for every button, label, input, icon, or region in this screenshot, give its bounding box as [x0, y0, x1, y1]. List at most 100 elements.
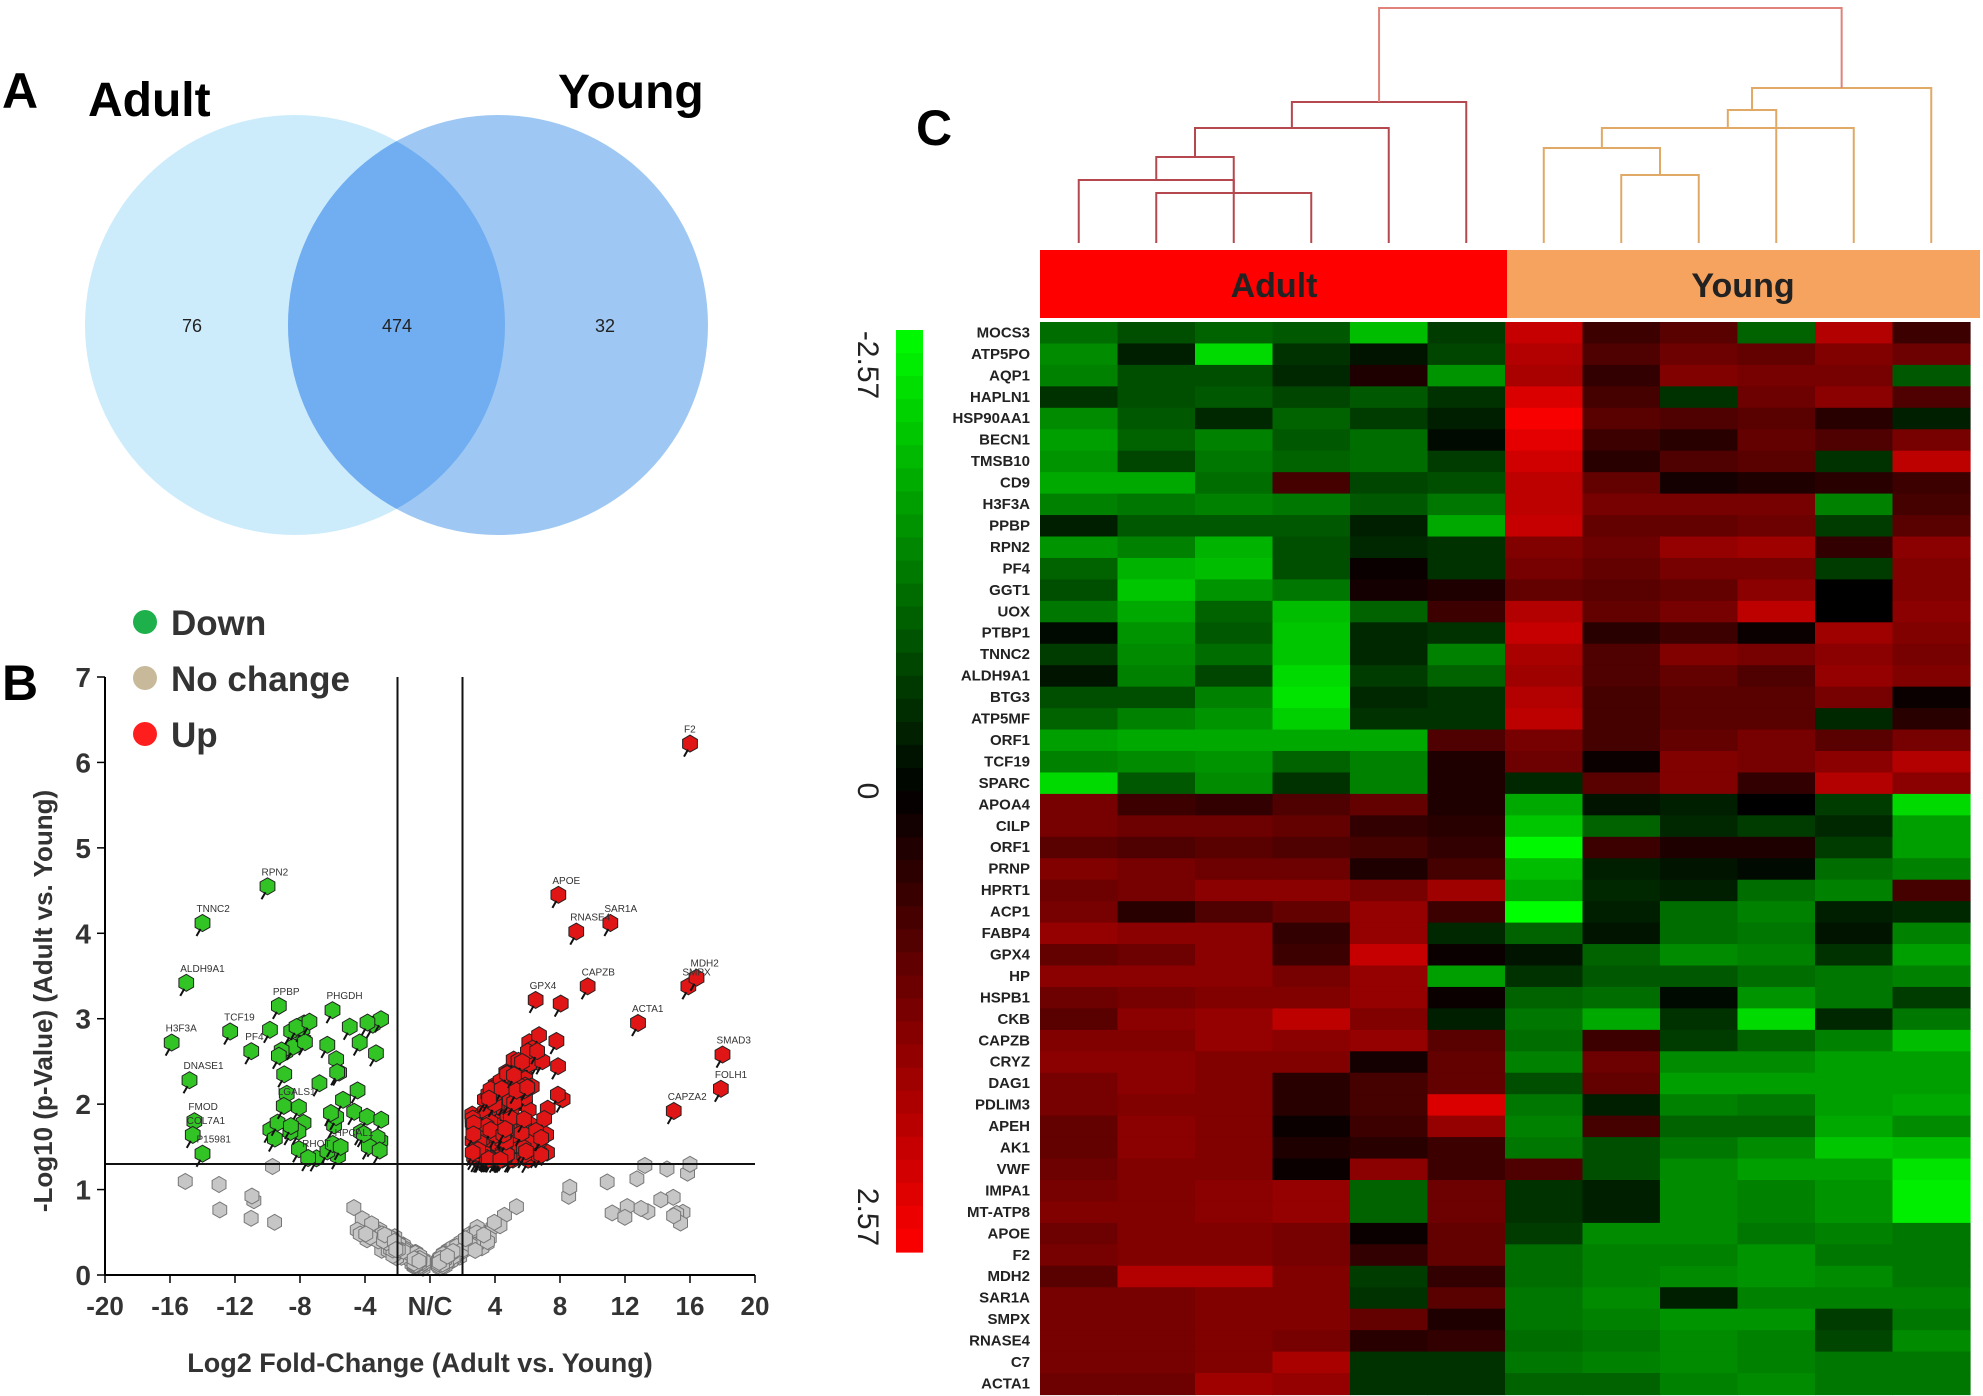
dendrogram-link: [1194, 127, 1390, 243]
heatmap-cell: [1660, 1373, 1739, 1396]
heatmap-cell: [1350, 557, 1429, 580]
colorbar-segment: [896, 629, 923, 654]
point-up: [579, 977, 596, 996]
heatmap-cell: [1427, 708, 1506, 731]
heatmap-cell: [1350, 1265, 1429, 1288]
heatmap-cell: [1737, 536, 1816, 559]
point-stem: [330, 1077, 336, 1086]
heatmap-cell: [1350, 1330, 1429, 1353]
heatmap-cell: [1040, 1222, 1119, 1245]
point-nochange: [177, 1172, 193, 1190]
heatmap-cell: [1195, 1029, 1274, 1052]
heatmap-cell: [1815, 793, 1894, 816]
heatmap-cell: [1582, 1351, 1661, 1374]
column-dendrogram: [1077, 7, 1933, 243]
heatmap-cell: [1737, 1373, 1816, 1396]
heatmap-cell: [1427, 793, 1506, 816]
heatmap-cell: [1582, 343, 1661, 366]
heatmap-cell: [1737, 343, 1816, 366]
y-tick-label: 2: [75, 1089, 91, 1120]
point-up: [568, 922, 585, 941]
heatmap-cell: [1660, 1158, 1739, 1181]
heatmap-cell: [1815, 879, 1894, 902]
point-down: [373, 1110, 390, 1129]
row-label: IMPA1: [985, 1182, 1030, 1199]
heatmap-cell: [1427, 858, 1506, 881]
colorbar-tick-label: 0: [851, 783, 884, 800]
heatmap-cell: [1582, 1287, 1661, 1310]
row-label: ACTA1: [981, 1376, 1030, 1393]
heatmap-cell: [1505, 1244, 1584, 1267]
heatmap-cell: [1040, 450, 1119, 473]
heatmap-cell: [1272, 600, 1351, 623]
heatmap-cell: [1582, 901, 1661, 924]
heatmap-cell: [1505, 815, 1584, 838]
colorbar-segment: [896, 583, 923, 608]
colorbar-segment: [896, 1159, 923, 1184]
heatmap-cell: [1195, 922, 1274, 945]
colorbar-segment: [896, 468, 923, 492]
heatmap-cell: [1427, 343, 1506, 366]
heatmap-cell: [1195, 450, 1274, 473]
colorbar-segment: [896, 445, 923, 469]
point-down: [300, 1148, 316, 1168]
heatmap-cell: [1117, 1373, 1196, 1396]
heatmap-cell: [1272, 944, 1351, 967]
heatmap-cell: [1427, 643, 1506, 666]
volcano-axes: [104, 677, 755, 1276]
heatmap-cell: [1427, 1287, 1506, 1310]
heatmap-cell: [1737, 1265, 1816, 1288]
heatmap-cell: [1427, 1008, 1506, 1031]
heatmap-cell: [1117, 1287, 1196, 1310]
row-label: TMSB10: [971, 453, 1030, 470]
heatmap-cell: [1117, 364, 1196, 387]
heatmap-cell: [1660, 1308, 1739, 1331]
point-label: RPN2: [262, 867, 289, 878]
heatmap-cell: [1272, 450, 1351, 473]
heatmap-cell: [1040, 493, 1119, 516]
heatmap-cell: [1427, 1308, 1506, 1331]
point-up: [492, 1150, 509, 1169]
row-label: TNNC2: [980, 646, 1030, 663]
heatmap-cell: [1505, 322, 1584, 345]
heatmap-cell: [1582, 536, 1661, 559]
point-down: [184, 1125, 201, 1144]
row-label: MDH2: [987, 1268, 1030, 1285]
heatmap-cell: [1350, 965, 1429, 988]
heatmap-cell: [1737, 1244, 1816, 1267]
heatmap-cell: [1660, 1244, 1739, 1267]
point-stem: [263, 1035, 269, 1044]
point-label: LGALS1: [278, 1087, 316, 1098]
dendrogram-link: [1155, 156, 1235, 243]
heatmap-cell: [1117, 1029, 1196, 1052]
heatmap-cell: [1195, 686, 1274, 709]
x-tick-label: -20: [86, 1291, 124, 1321]
point-stem: [356, 1139, 363, 1148]
heatmap-cell: [1892, 1373, 1971, 1396]
heatmap-cell: [1117, 1094, 1196, 1117]
heatmap-cell: [1505, 1351, 1584, 1374]
point-label: F2: [684, 725, 696, 736]
row-label: VWF: [997, 1161, 1030, 1178]
heatmap-cell: [1660, 858, 1739, 881]
heatmap-cell: [1892, 515, 1971, 538]
point-stem: [535, 1066, 542, 1075]
heatmap-cell: [1040, 665, 1119, 688]
heatmap-cell: [1505, 536, 1584, 559]
heatmap-cell: [1117, 965, 1196, 988]
heatmap-cell: [1582, 622, 1661, 645]
point-nochange: [458, 1230, 473, 1248]
heatmap-cell: [1815, 1051, 1894, 1074]
heatmap-cell: [1350, 665, 1429, 688]
heatmap-cell: [1350, 643, 1429, 666]
heatmap-cell: [1582, 364, 1661, 387]
heatmap-cell: [1272, 1180, 1351, 1203]
heatmap-cell: [1427, 1180, 1506, 1203]
heatmap-cell: [1272, 751, 1351, 774]
heatmap-cell: [1582, 429, 1661, 452]
point-stem: [361, 1151, 368, 1160]
heatmap-cell: [1892, 472, 1971, 495]
point-nochange: [358, 1225, 374, 1243]
heatmap-cell: [1737, 772, 1816, 795]
